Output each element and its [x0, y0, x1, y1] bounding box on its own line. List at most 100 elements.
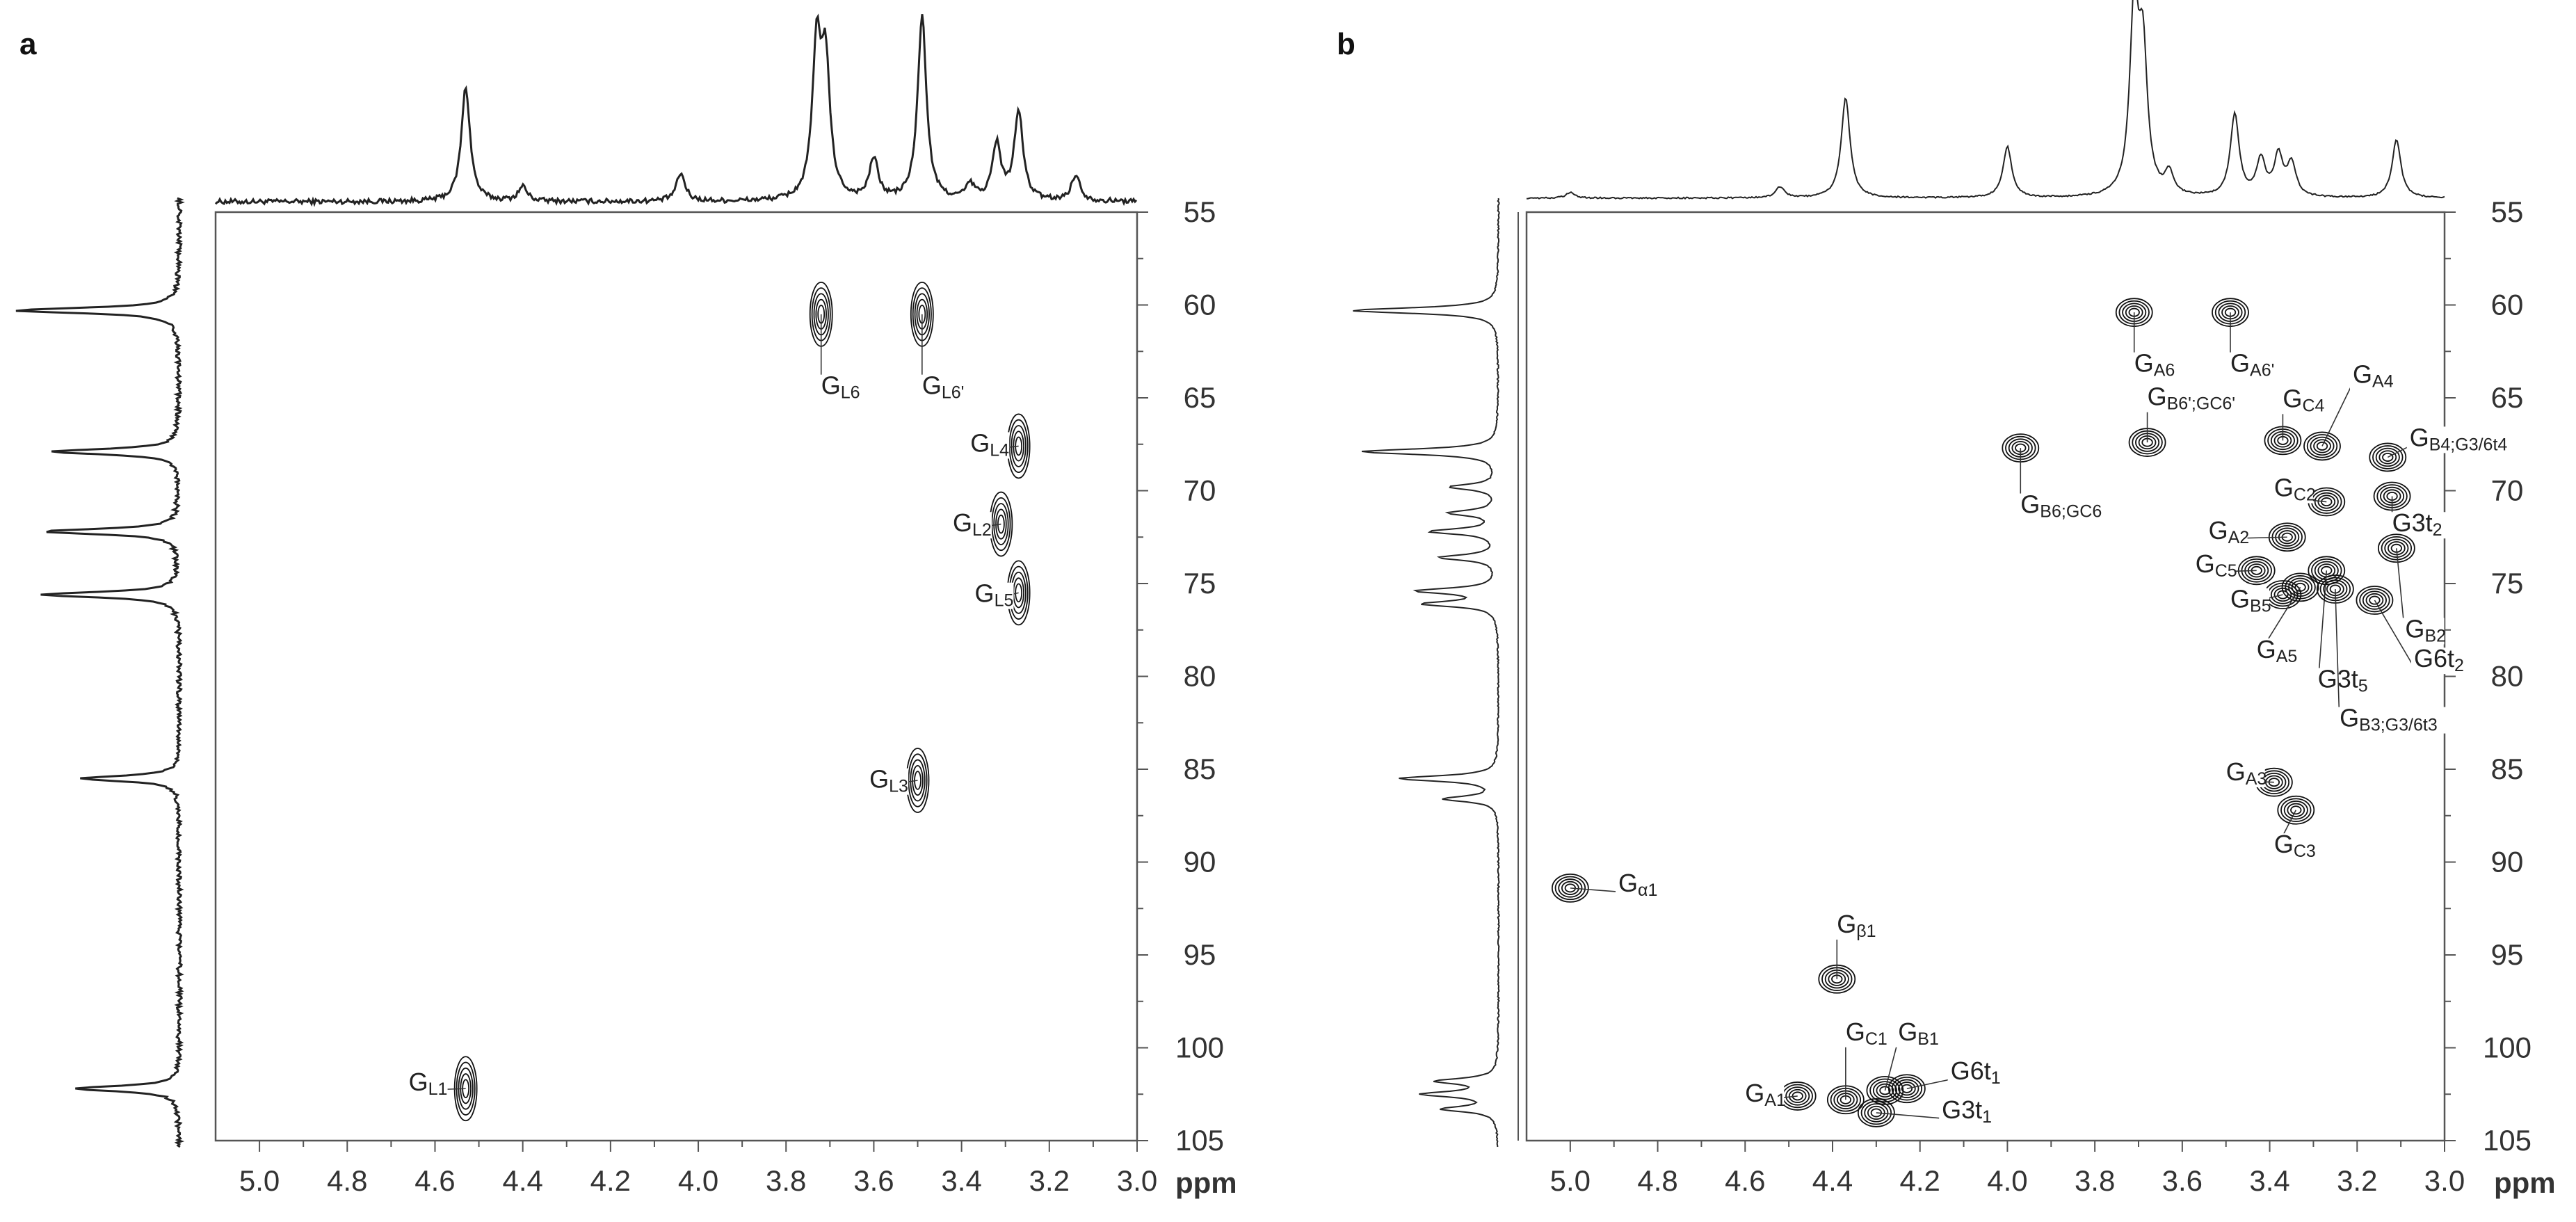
panel-b: b ppm 5.0 4.8 4.6 4.4 4.2 4.0 3.8 3.6 3.4 3.2 3.0 5… — [1337, 0, 2556, 1199]
cross-peak-GC1: GC1 — [1826, 1018, 1887, 1115]
x-tick-label: 3.6 — [2162, 1164, 2203, 1197]
contour-ring — [1558, 878, 1583, 898]
peak-label: G3t1 — [1942, 1095, 1992, 1127]
contour-ring — [2291, 580, 2310, 595]
cross-peak-GA3: GA3 — [2223, 757, 2293, 797]
cross-peak-GB2: GB2 — [2377, 533, 2446, 645]
x-tick-label: 3.2 — [1029, 1164, 1070, 1197]
peak-label: GA3 — [2226, 757, 2267, 789]
peak-label-backdrop — [919, 374, 972, 401]
x-tick-label: 3.2 — [2337, 1164, 2377, 1197]
contour-ring — [2285, 575, 2316, 600]
y-tick-label: 70 — [1184, 474, 1216, 507]
cross-peak-GL2: GL2 — [950, 491, 1013, 557]
peak-label-backdrop — [405, 1070, 448, 1098]
cross-peak-G6t2: G6t2 — [2356, 586, 2473, 675]
peak-label-backdrop — [2402, 618, 2445, 645]
peak-label-backdrop — [950, 512, 992, 539]
peak-label-backdrop — [1947, 1059, 2010, 1086]
contour-ring — [2290, 805, 2302, 815]
x-tick-label: 4.4 — [1812, 1164, 1853, 1197]
contour-ring — [1891, 1076, 1923, 1101]
peak-label-backdrop — [2228, 588, 2269, 615]
peak-leader-line — [2317, 570, 2328, 688]
x-tick-label: 3.4 — [941, 1164, 981, 1197]
peak-label-backdrop — [2228, 352, 2280, 379]
cross-peak-GB6;GC6: GB6;GC6 — [2002, 433, 2102, 522]
peak-label-backdrop — [2205, 519, 2248, 546]
contour-ring — [1894, 1079, 1919, 1098]
cross-peak-G3t2: G3t2 — [2373, 481, 2452, 540]
contour-ring — [2317, 495, 2336, 509]
peak-label: GA5 — [2257, 635, 2298, 666]
y-tick-label: 80 — [2491, 660, 2524, 693]
x-tick-label: 5.0 — [1550, 1164, 1591, 1197]
contour-ring — [2294, 582, 2306, 592]
peak-label: GL6' — [922, 371, 965, 403]
peak-label: G3t2 — [2392, 508, 2442, 540]
contour-ring — [1869, 1078, 1901, 1103]
contour-ring — [1008, 419, 1029, 474]
cross-peak-GL5: GL5 — [972, 560, 1031, 626]
x-tick-label: 3.0 — [2424, 1164, 2465, 1197]
peak-label: GA2 — [2209, 516, 2250, 547]
peak-label-backdrop — [2144, 385, 2249, 412]
contour-ring — [2382, 452, 2394, 462]
peak-label-backdrop — [2018, 493, 2102, 520]
contour-ring — [2283, 801, 2308, 820]
contour-ring — [1788, 1088, 1807, 1104]
cross-peak-GB3;G3/6t3: GB3;G3/6t3 — [2316, 574, 2452, 735]
cross-peak-GL6': GL6' — [910, 281, 972, 403]
x-tick-label: 4.0 — [1987, 1164, 2027, 1197]
contour-ring — [2384, 538, 2409, 558]
peak-label-backdrop — [2406, 426, 2522, 453]
peak-label-backdrop — [2271, 476, 2313, 504]
peak-label-backdrop — [2280, 387, 2322, 415]
contour-ring — [2369, 442, 2407, 472]
peak-label: GA6 — [2134, 349, 2175, 380]
peak-label-backdrop — [2411, 648, 2473, 675]
contour-ring — [1876, 1083, 1894, 1098]
y-tick-label: 65 — [1184, 381, 1216, 414]
contour-ring — [2356, 586, 2394, 615]
peak-label-backdrop — [2192, 552, 2235, 579]
contour-ring — [2378, 450, 2397, 465]
plot-frame — [1525, 211, 2446, 1142]
contour-ring — [2281, 572, 2319, 602]
cross-peak-G3t5: G3t5 — [2308, 556, 2377, 696]
x-tick-label: 4.8 — [327, 1164, 367, 1197]
cross-peak-Gβ1: Gβ1 — [1818, 910, 1876, 994]
y-tick-label: 85 — [2491, 753, 2524, 785]
peak-label: Gα1 — [1618, 869, 1657, 900]
x-tick-label: 4.4 — [502, 1164, 542, 1197]
y-tick-label: 75 — [2491, 567, 2524, 600]
peak-leader-line — [1570, 887, 1619, 893]
cross-peak-Gα1: Gα1 — [1551, 869, 1657, 903]
peak-label-backdrop — [2337, 707, 2452, 734]
peak-label-backdrop — [2271, 833, 2313, 860]
y-tick-label: 95 — [2491, 938, 2524, 971]
x-tick-label: 3.4 — [2249, 1164, 2289, 1197]
cross-peak-GL1: GL1 — [405, 1056, 478, 1122]
cross-peak-G6t1: G6t1 — [1887, 1056, 2010, 1104]
peak-label-backdrop — [818, 374, 860, 401]
contour-ring — [2277, 795, 2315, 825]
peak-leader-line — [2335, 588, 2340, 727]
contour-ring — [2387, 541, 2406, 556]
x-tick-label: 4.8 — [1637, 1164, 1677, 1197]
carbon-projection-trace — [15, 197, 185, 1148]
proton-projection-trace — [214, 13, 1138, 207]
y-tick-label: 100 — [1175, 1031, 1224, 1064]
cross-peak-GA2: GA2 — [2205, 516, 2306, 552]
contour-ring — [2287, 803, 2305, 817]
y-tick-label: 60 — [1184, 289, 1216, 321]
peak-label: GL6 — [821, 371, 860, 403]
contour-ring — [2308, 556, 2346, 586]
cross-peak-GA4: GA4 — [2303, 360, 2394, 461]
peak-label: GB3;G3/6t3 — [2340, 704, 2438, 735]
x-tick-label: 4.2 — [1900, 1164, 1940, 1197]
contour-ring — [1901, 1084, 1913, 1093]
contour-ring — [1013, 431, 1024, 462]
peak-leader-line — [2374, 600, 2415, 668]
